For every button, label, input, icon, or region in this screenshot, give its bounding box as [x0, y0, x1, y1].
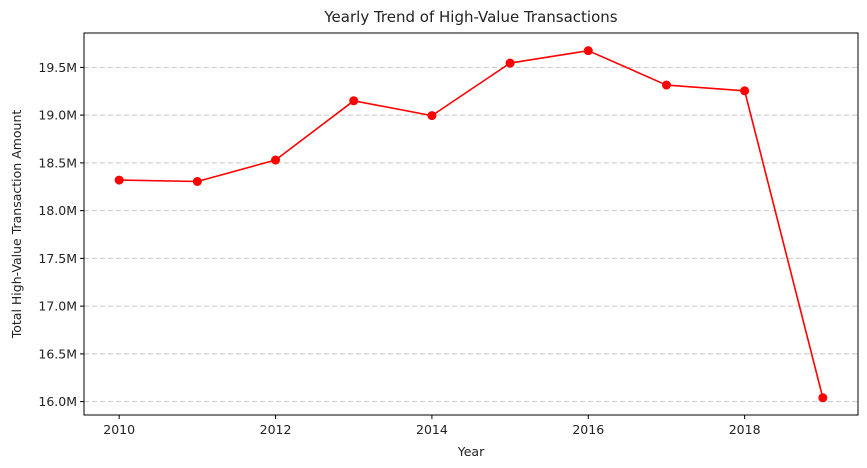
data-point	[114, 175, 124, 185]
y-tick-label: 16.5M	[38, 346, 77, 361]
x-tick-label: 2012	[260, 422, 292, 437]
x-tick-label: 2010	[103, 422, 135, 437]
data-point	[192, 177, 202, 187]
data-point	[740, 86, 750, 96]
x-axis-ticks: 2010 2012 2014 2016 2018	[103, 415, 761, 437]
y-tick-label: 18.5M	[38, 155, 77, 170]
y-tick-label: 19.5M	[38, 60, 77, 75]
y-tick-label: 16.0M	[38, 394, 77, 409]
x-tick-label: 2018	[729, 422, 761, 437]
x-axis-title: Year	[457, 444, 485, 459]
chart-title: Yearly Trend of High-Value Transactions	[323, 8, 617, 26]
plot-frame	[83, 32, 859, 416]
y-tick-label: 17.5M	[38, 251, 77, 266]
data-point	[505, 58, 515, 68]
x-tick-label: 2016	[572, 422, 604, 437]
y-axis-ticks: 16.0M 16.5M 17.0M 17.5M 18.0M 18.5M 19.0M 19.5M	[38, 60, 84, 409]
series-layer	[114, 46, 828, 403]
y-tick-label: 19.0M	[38, 108, 77, 123]
y-gridlines	[84, 66, 858, 403]
y-axis-title: Total High-Value Transaction Amount	[9, 110, 24, 340]
data-point	[661, 80, 671, 90]
data-point	[271, 155, 281, 165]
data-point	[583, 46, 593, 56]
y-tick-label: 18.0M	[38, 203, 77, 218]
y-tick-label: 17.0M	[38, 299, 77, 314]
data-point	[349, 96, 359, 106]
x-tick-label: 2014	[416, 422, 448, 437]
data-point	[427, 111, 437, 121]
data-point	[818, 393, 828, 403]
series-line	[119, 49, 824, 399]
